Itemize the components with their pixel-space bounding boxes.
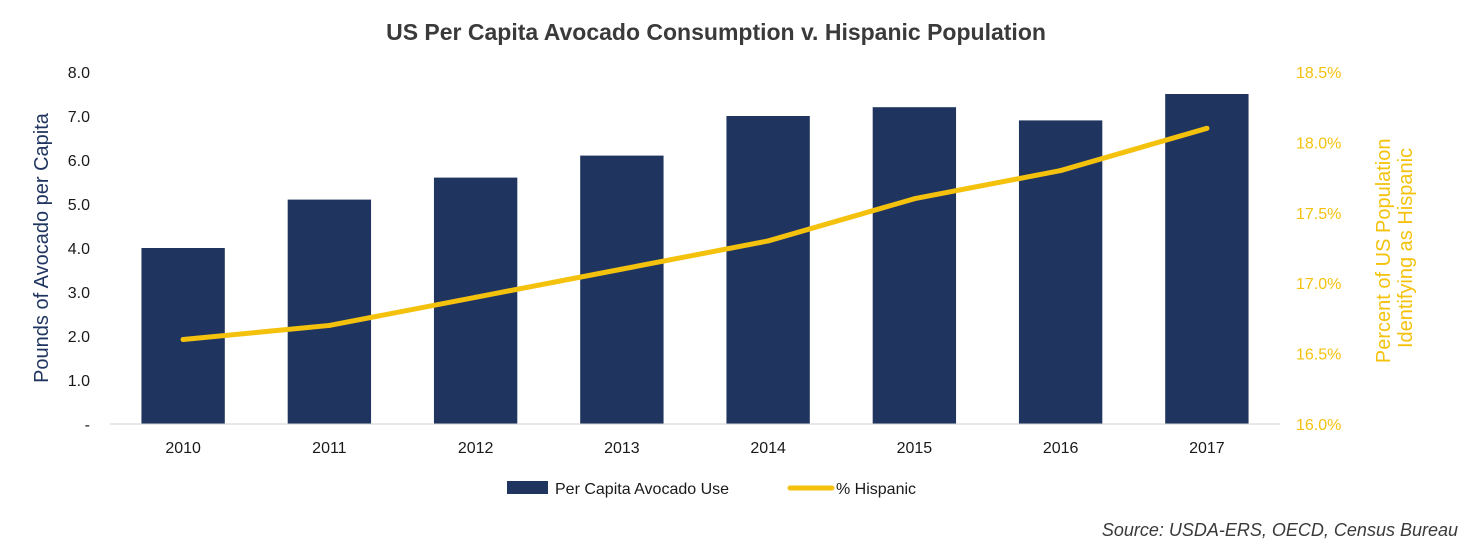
y-left-tick-label: 5.0 <box>68 197 90 214</box>
line-point-2016 <box>1058 168 1064 174</box>
x-tick-label: 2012 <box>458 440 494 457</box>
legend-label-bar: Per Capita Avocado Use <box>555 481 729 498</box>
line-series <box>180 125 1210 343</box>
bar-2013 <box>580 155 664 424</box>
y-axis-right-label-line-1: Percent of US Population <box>1373 138 1395 363</box>
y-left-tick-label: 8.0 <box>68 65 90 82</box>
y-right-tick-label: 17.5% <box>1296 206 1341 223</box>
y-left-tick-label: 6.0 <box>68 153 90 170</box>
y-axis-right-label: Percent of US Population Identifying as … <box>1373 133 1417 363</box>
line-point-2011 <box>326 322 332 328</box>
line-point-2012 <box>473 294 479 300</box>
x-tick-label: 2017 <box>1189 440 1225 457</box>
x-tick-label: 2010 <box>165 440 201 457</box>
bar-series <box>141 94 1249 425</box>
legend-label-line: % Hispanic <box>836 481 916 498</box>
y-left-tick-label: - <box>85 417 90 434</box>
x-tick-label: 2014 <box>750 440 786 457</box>
y-right-tick-label: 18.5% <box>1296 65 1341 82</box>
bar-2015 <box>872 107 957 424</box>
x-axis-ticks: 2010 2011 2012 2013 2014 2015 2016 2017 <box>165 440 1224 457</box>
y-right-tick-label: 16.5% <box>1296 347 1341 364</box>
y-axis-left-ticks: - 1.0 2.0 3.0 4.0 5.0 6.0 7.0 8.0 <box>68 65 90 434</box>
y-left-tick-label: 7.0 <box>68 109 90 126</box>
y-axis-right-label-line-2: Identifying as Hispanic <box>1395 148 1417 348</box>
source-note: Source: USDA-ERS, OECD, Census Bureau <box>1102 520 1458 540</box>
bar-2016 <box>1018 120 1103 425</box>
y-left-tick-label: 2.0 <box>68 329 90 346</box>
legend-swatch-bar <box>507 481 548 494</box>
y-right-tick-label: 16.0% <box>1296 417 1341 434</box>
y-axis-right-ticks: 16.0% 16.5% 17.0% 17.5% 18.0% 18.5% <box>1296 65 1341 434</box>
y-right-tick-label: 17.0% <box>1296 276 1341 293</box>
y-left-tick-label: 1.0 <box>68 373 90 390</box>
hispanic-line <box>180 125 1210 343</box>
x-tick-label: 2011 <box>312 440 347 457</box>
y-left-tick-label: 4.0 <box>68 241 90 258</box>
x-tick-label: 2015 <box>897 440 933 457</box>
y-axis-left-label: Pounds of Avocado per Capita <box>31 112 53 383</box>
chart-title: US Per Capita Avocado Consumption v. His… <box>386 19 1046 45</box>
line-point-2013 <box>619 266 625 272</box>
x-tick-label: 2016 <box>1043 440 1079 457</box>
line-point-2010 <box>180 337 186 343</box>
line-point-2015 <box>911 196 917 202</box>
line-point-2017 <box>1204 125 1210 131</box>
y-right-tick-label: 18.0% <box>1296 135 1341 152</box>
x-tick-label: 2013 <box>604 440 640 457</box>
line-point-2014 <box>765 238 771 244</box>
bar-2014 <box>726 116 810 424</box>
bar-2017 <box>1165 94 1249 424</box>
bar-2011 <box>287 199 372 424</box>
legend: Per Capita Avocado Use % Hispanic <box>507 481 916 498</box>
y-left-tick-label: 3.0 <box>68 285 90 302</box>
